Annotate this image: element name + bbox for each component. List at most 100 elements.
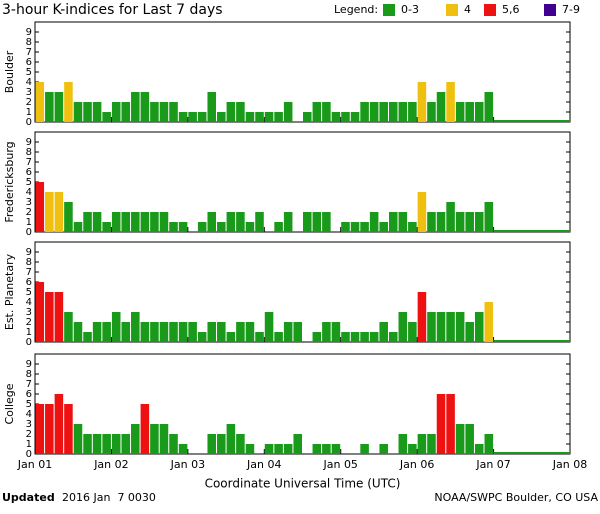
bar [398,312,408,342]
bar [369,332,379,342]
bar [255,332,264,342]
bar [178,222,188,232]
bar [111,212,121,232]
credit: NOAA/SWPC Boulder, CO USA [434,491,598,504]
bar [474,212,484,232]
bar [331,444,341,454]
bar [169,434,178,454]
bar [283,322,293,342]
y-tick-label: 3 [26,197,32,208]
bar [121,102,131,122]
y-tick-label: 4 [26,77,32,88]
x-tick-label: Jan 07 [475,458,510,471]
x-tick-label: Jan 04 [246,458,281,471]
bar [83,102,92,122]
bar [446,394,455,454]
bar [131,424,140,454]
bar [245,444,255,454]
timestamp: 2016 Jan 7 0030 [62,491,156,504]
bar [207,212,217,232]
y-tick-label: 5 [26,399,32,410]
bar [178,112,188,122]
bar [331,112,341,122]
bar [245,222,255,232]
bar [150,424,159,454]
bar [417,192,427,232]
y-tick-label: 3 [26,419,32,430]
y-tick-label: 1 [26,107,32,118]
bar [283,212,293,232]
bar [92,102,102,122]
y-tick-label: 1 [26,217,32,228]
bar [64,82,73,122]
bar [408,444,417,454]
y-tick-label: 2 [26,97,32,108]
y-tick-label: 9 [26,137,32,148]
bar [188,322,197,342]
bar [264,444,274,454]
legend-label: 5,6 [502,3,520,16]
bar [255,212,264,232]
x-axis-label: Coordinate Universal Time (UTC) [205,477,401,491]
bar [312,102,322,122]
bar [197,332,207,342]
bar [45,292,54,342]
bar [159,212,169,232]
bar [121,322,131,342]
y-tick-label: 2 [26,429,32,440]
bar [169,322,178,342]
bar [178,444,188,454]
bar [188,112,197,122]
x-tick-label: Jan 03 [170,458,205,471]
bar [446,202,455,232]
bar [207,434,217,454]
y-tick-label: 9 [26,27,32,38]
y-tick-label: 8 [26,257,32,268]
bar [398,212,408,232]
bar [140,92,150,122]
bar [102,222,111,232]
bar [236,102,245,122]
bar [455,312,465,342]
y-tick-label: 8 [26,369,32,380]
bar [140,322,150,342]
bar [322,102,331,122]
bar [398,102,408,122]
bar [83,212,92,232]
bar [245,112,255,122]
bar [408,322,417,342]
bar [427,434,436,454]
y-tick-label: 8 [26,147,32,158]
bar [131,312,140,342]
bar [35,182,45,232]
bar [360,102,369,122]
bar [312,332,322,342]
bar [217,112,226,122]
bar [207,322,217,342]
bar [427,102,436,122]
legend-swatch [383,4,395,16]
x-tick-label: Jan 02 [93,458,128,471]
y-tick-label: 6 [26,277,32,288]
bar [455,424,465,454]
bar [484,202,494,232]
bar [73,322,83,342]
y-tick-label: 7 [26,47,32,58]
bar [226,332,236,342]
bar [322,444,331,454]
bar [111,312,121,342]
bar [465,322,474,342]
bar [369,212,379,232]
bar [131,212,140,232]
bar [408,222,417,232]
bar [140,404,150,454]
bar [322,212,331,232]
legend-label: 0-3 [401,3,419,16]
bar [197,112,207,122]
bar [226,212,236,232]
bar [54,394,64,454]
bar [341,112,350,122]
chart-title: 3-hour K-indices for Last 7 days [2,2,223,18]
y-tick-label: 1 [26,439,32,450]
